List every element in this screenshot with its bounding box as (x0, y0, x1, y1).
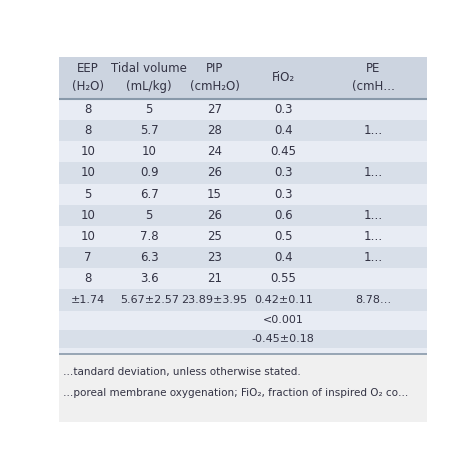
Bar (59, 183, 427, 205)
Text: 3.6: 3.6 (140, 272, 159, 285)
Text: -0.45±0.18: -0.45±0.18 (252, 334, 315, 344)
Text: 0.42±0.11: 0.42±0.11 (254, 295, 313, 305)
Bar (59, 141, 427, 163)
Text: 5: 5 (146, 103, 153, 116)
Text: 8.78…: 8.78… (356, 295, 392, 305)
Text: …tandard deviation, unless otherwise stated.: …tandard deviation, unless otherwise sta… (63, 367, 301, 377)
Text: …poreal membrane oxygenation; FiO₂, fraction of inspired O₂ co…: …poreal membrane oxygenation; FiO₂, frac… (63, 388, 408, 398)
Text: 5: 5 (146, 209, 153, 222)
Text: 10: 10 (80, 145, 95, 158)
Text: 25: 25 (207, 230, 222, 243)
Text: 0.3: 0.3 (274, 103, 292, 116)
Text: 0.5: 0.5 (274, 230, 292, 243)
Text: 7: 7 (84, 251, 91, 264)
Text: 10: 10 (80, 166, 95, 180)
Text: 8: 8 (84, 124, 91, 137)
Text: 0.55: 0.55 (270, 272, 296, 285)
Text: 1…: 1… (364, 251, 383, 264)
Text: ±1.74: ±1.74 (71, 295, 105, 305)
Text: 1…: 1… (364, 209, 383, 222)
Text: 28: 28 (207, 124, 222, 137)
Text: 23.89±3.95: 23.89±3.95 (182, 295, 247, 305)
Text: PIP: PIP (206, 62, 223, 75)
Bar (59, 163, 427, 183)
Text: 15: 15 (207, 188, 222, 201)
Text: <0.001: <0.001 (263, 315, 304, 325)
Text: 0.9: 0.9 (140, 166, 159, 180)
Text: 21: 21 (207, 272, 222, 285)
Bar (59, 355, 427, 422)
Text: 8: 8 (84, 272, 91, 285)
Text: 8: 8 (84, 103, 91, 116)
Text: (cmH₂O): (cmH₂O) (190, 81, 239, 93)
Text: 10: 10 (80, 209, 95, 222)
Text: 10: 10 (80, 230, 95, 243)
Text: 1…: 1… (364, 230, 383, 243)
Text: FiO₂: FiO₂ (272, 72, 295, 84)
Bar (59, 247, 427, 268)
Text: 6.3: 6.3 (140, 251, 159, 264)
Text: 10: 10 (142, 145, 157, 158)
Text: 0.3: 0.3 (274, 166, 292, 180)
Bar (59, 348, 427, 355)
Text: 0.3: 0.3 (274, 188, 292, 201)
Text: (mL/kg): (mL/kg) (127, 81, 172, 93)
Text: 5.67±2.57: 5.67±2.57 (120, 295, 179, 305)
Bar (59, 99, 427, 120)
Bar (59, 329, 427, 348)
Text: 0.6: 0.6 (274, 209, 292, 222)
Text: 0.4: 0.4 (274, 124, 292, 137)
Text: (H₂O): (H₂O) (72, 81, 104, 93)
Text: 0.45: 0.45 (270, 145, 296, 158)
Text: 1…: 1… (364, 124, 383, 137)
Text: Tidal volume: Tidal volume (111, 62, 187, 75)
Text: 26: 26 (207, 166, 222, 180)
Bar (59, 57, 427, 99)
Text: 27: 27 (207, 103, 222, 116)
Text: 26: 26 (207, 209, 222, 222)
Text: 7.8: 7.8 (140, 230, 159, 243)
Bar (59, 268, 427, 289)
Bar (59, 289, 427, 310)
Text: (cmH…: (cmH… (352, 81, 395, 93)
Text: 24: 24 (207, 145, 222, 158)
Text: EEP: EEP (77, 62, 99, 75)
Text: 5.7: 5.7 (140, 124, 159, 137)
Bar (59, 120, 427, 141)
Text: 5: 5 (84, 188, 91, 201)
Text: 6.7: 6.7 (140, 188, 159, 201)
Bar (59, 310, 427, 329)
Text: PE: PE (366, 62, 381, 75)
Text: 0.4: 0.4 (274, 251, 292, 264)
Text: 23: 23 (207, 251, 222, 264)
Bar (59, 205, 427, 226)
Text: 1…: 1… (364, 166, 383, 180)
Bar (59, 226, 427, 247)
